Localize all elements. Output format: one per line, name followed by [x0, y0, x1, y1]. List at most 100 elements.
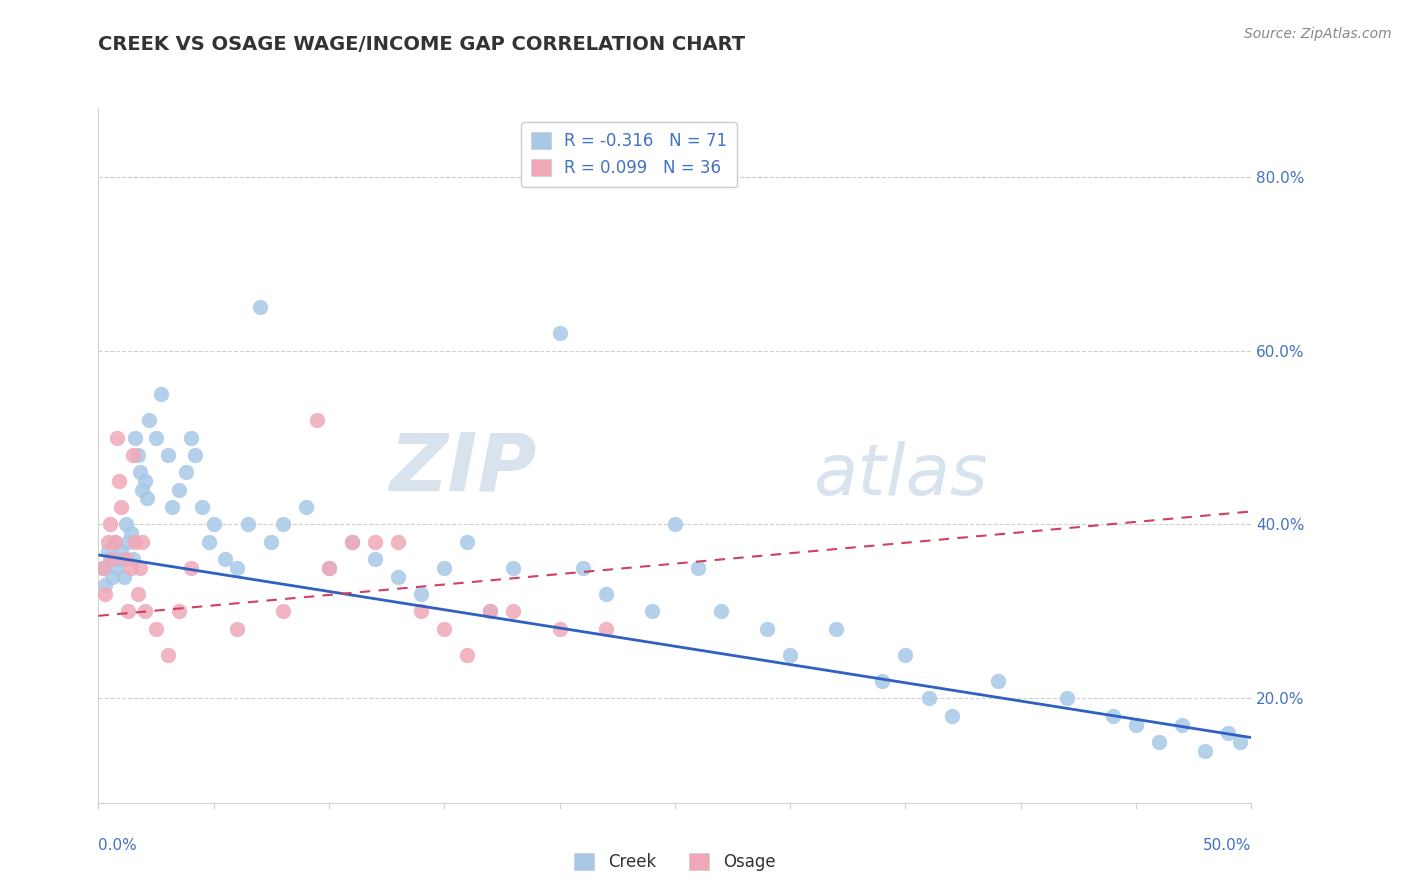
Point	[180, 561, 202, 575]
Point	[941, 708, 963, 723]
Point	[502, 605, 524, 619]
Point	[710, 605, 733, 619]
Point	[131, 483, 153, 497]
Point	[307, 413, 329, 427]
Point	[387, 534, 409, 549]
Point	[105, 430, 128, 444]
Point	[91, 561, 114, 575]
Point	[134, 605, 156, 619]
Point	[94, 578, 117, 592]
Point	[124, 534, 146, 549]
Point	[1102, 708, 1125, 723]
Point	[433, 561, 456, 575]
Point	[134, 474, 156, 488]
Point	[108, 552, 131, 566]
Point	[411, 605, 433, 619]
Point	[318, 561, 340, 575]
Point	[595, 622, 617, 636]
Point	[1147, 735, 1170, 749]
Point	[260, 534, 283, 549]
Point	[364, 552, 387, 566]
Point	[225, 561, 247, 575]
Point	[318, 561, 340, 575]
Point	[664, 517, 686, 532]
Point	[825, 622, 848, 636]
Point	[98, 552, 121, 566]
Point	[108, 474, 131, 488]
Point	[295, 500, 318, 514]
Point	[456, 534, 478, 549]
Text: 50.0%: 50.0%	[1204, 838, 1251, 853]
Point	[97, 534, 120, 549]
Text: ZIP: ZIP	[389, 430, 537, 508]
Point	[110, 500, 132, 514]
Point	[411, 587, 433, 601]
Point	[115, 552, 138, 566]
Text: Source: ZipAtlas.com: Source: ZipAtlas.com	[1244, 27, 1392, 41]
Point	[917, 691, 939, 706]
Point	[91, 561, 114, 575]
Point	[191, 500, 214, 514]
Point	[101, 552, 124, 566]
Point	[595, 587, 617, 601]
Point	[502, 561, 524, 575]
Point	[97, 543, 120, 558]
Point	[1229, 735, 1251, 749]
Point	[101, 570, 124, 584]
Point	[198, 534, 221, 549]
Text: atlas: atlas	[813, 442, 988, 510]
Point	[129, 466, 152, 480]
Point	[202, 517, 225, 532]
Point	[571, 561, 593, 575]
Point	[184, 448, 207, 462]
Point	[98, 517, 121, 532]
Point	[456, 648, 478, 662]
Point	[686, 561, 709, 575]
Point	[124, 430, 146, 444]
Point	[117, 534, 139, 549]
Point	[387, 570, 409, 584]
Point	[1218, 726, 1240, 740]
Point	[115, 517, 138, 532]
Point	[479, 605, 502, 619]
Point	[167, 605, 190, 619]
Point	[779, 648, 801, 662]
Point	[127, 587, 149, 601]
Point	[138, 413, 160, 427]
Point	[548, 326, 571, 340]
Point	[127, 448, 149, 462]
Point	[340, 534, 363, 549]
Point	[1194, 744, 1216, 758]
Point	[1056, 691, 1078, 706]
Point	[117, 605, 139, 619]
Legend: Creek, Osage: Creek, Osage	[568, 847, 782, 878]
Point	[105, 561, 128, 575]
Point	[156, 648, 179, 662]
Point	[167, 483, 190, 497]
Point	[110, 543, 132, 558]
Point	[238, 517, 260, 532]
Point	[987, 674, 1010, 689]
Point	[131, 534, 153, 549]
Point	[872, 674, 894, 689]
Point	[894, 648, 917, 662]
Point	[479, 605, 502, 619]
Point	[756, 622, 779, 636]
Point	[103, 534, 125, 549]
Point	[122, 552, 145, 566]
Point	[249, 300, 271, 314]
Point	[145, 622, 167, 636]
Point	[433, 622, 456, 636]
Point	[145, 430, 167, 444]
Point	[641, 605, 664, 619]
Point	[94, 587, 117, 601]
Point	[214, 552, 236, 566]
Point	[174, 466, 197, 480]
Point	[135, 491, 157, 506]
Point	[120, 561, 142, 575]
Point	[112, 570, 135, 584]
Text: CREEK VS OSAGE WAGE/INCOME GAP CORRELATION CHART: CREEK VS OSAGE WAGE/INCOME GAP CORRELATI…	[98, 35, 745, 54]
Point	[156, 448, 179, 462]
Point	[340, 534, 363, 549]
Point	[364, 534, 387, 549]
